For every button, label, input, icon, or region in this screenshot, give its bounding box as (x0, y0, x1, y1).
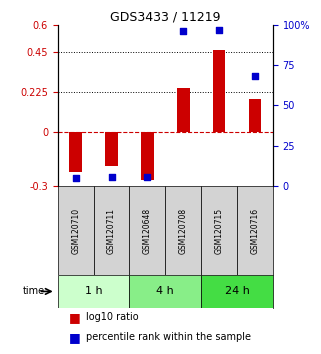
Point (252, 74, 257, 79)
Bar (177, 88, 189, 132)
Text: GSM120648: GSM120648 (143, 207, 152, 254)
Bar (141, 132, 154, 179)
Text: GSM120711: GSM120711 (107, 207, 116, 253)
FancyBboxPatch shape (165, 186, 201, 275)
Text: GSM120708: GSM120708 (179, 207, 188, 254)
FancyBboxPatch shape (58, 186, 94, 275)
Title: GDS3433 / 11219: GDS3433 / 11219 (110, 11, 221, 24)
Bar (213, 50, 225, 132)
FancyBboxPatch shape (201, 186, 237, 275)
Point (109, 174, 114, 180)
FancyBboxPatch shape (129, 186, 165, 275)
Text: log10 ratio: log10 ratio (86, 312, 138, 322)
FancyBboxPatch shape (237, 186, 273, 275)
Point (216, 27, 221, 33)
Point (73, 175, 78, 181)
Text: GSM120710: GSM120710 (71, 207, 80, 254)
Text: 24 h: 24 h (225, 286, 249, 296)
Text: 4 h: 4 h (156, 286, 174, 296)
Bar (69, 132, 82, 172)
Text: percentile rank within the sample: percentile rank within the sample (86, 332, 251, 342)
FancyBboxPatch shape (94, 186, 129, 275)
FancyBboxPatch shape (201, 275, 273, 308)
Text: GSM120715: GSM120715 (214, 207, 224, 254)
Text: ■: ■ (69, 311, 80, 324)
Text: 1 h: 1 h (85, 286, 102, 296)
Text: ■: ■ (69, 331, 80, 344)
Point (145, 174, 150, 180)
Text: GSM120716: GSM120716 (250, 207, 259, 254)
Bar (105, 132, 118, 166)
Point (181, 28, 186, 34)
FancyBboxPatch shape (58, 275, 129, 308)
FancyBboxPatch shape (129, 275, 201, 308)
Text: time: time (23, 286, 45, 296)
Bar (249, 99, 261, 132)
